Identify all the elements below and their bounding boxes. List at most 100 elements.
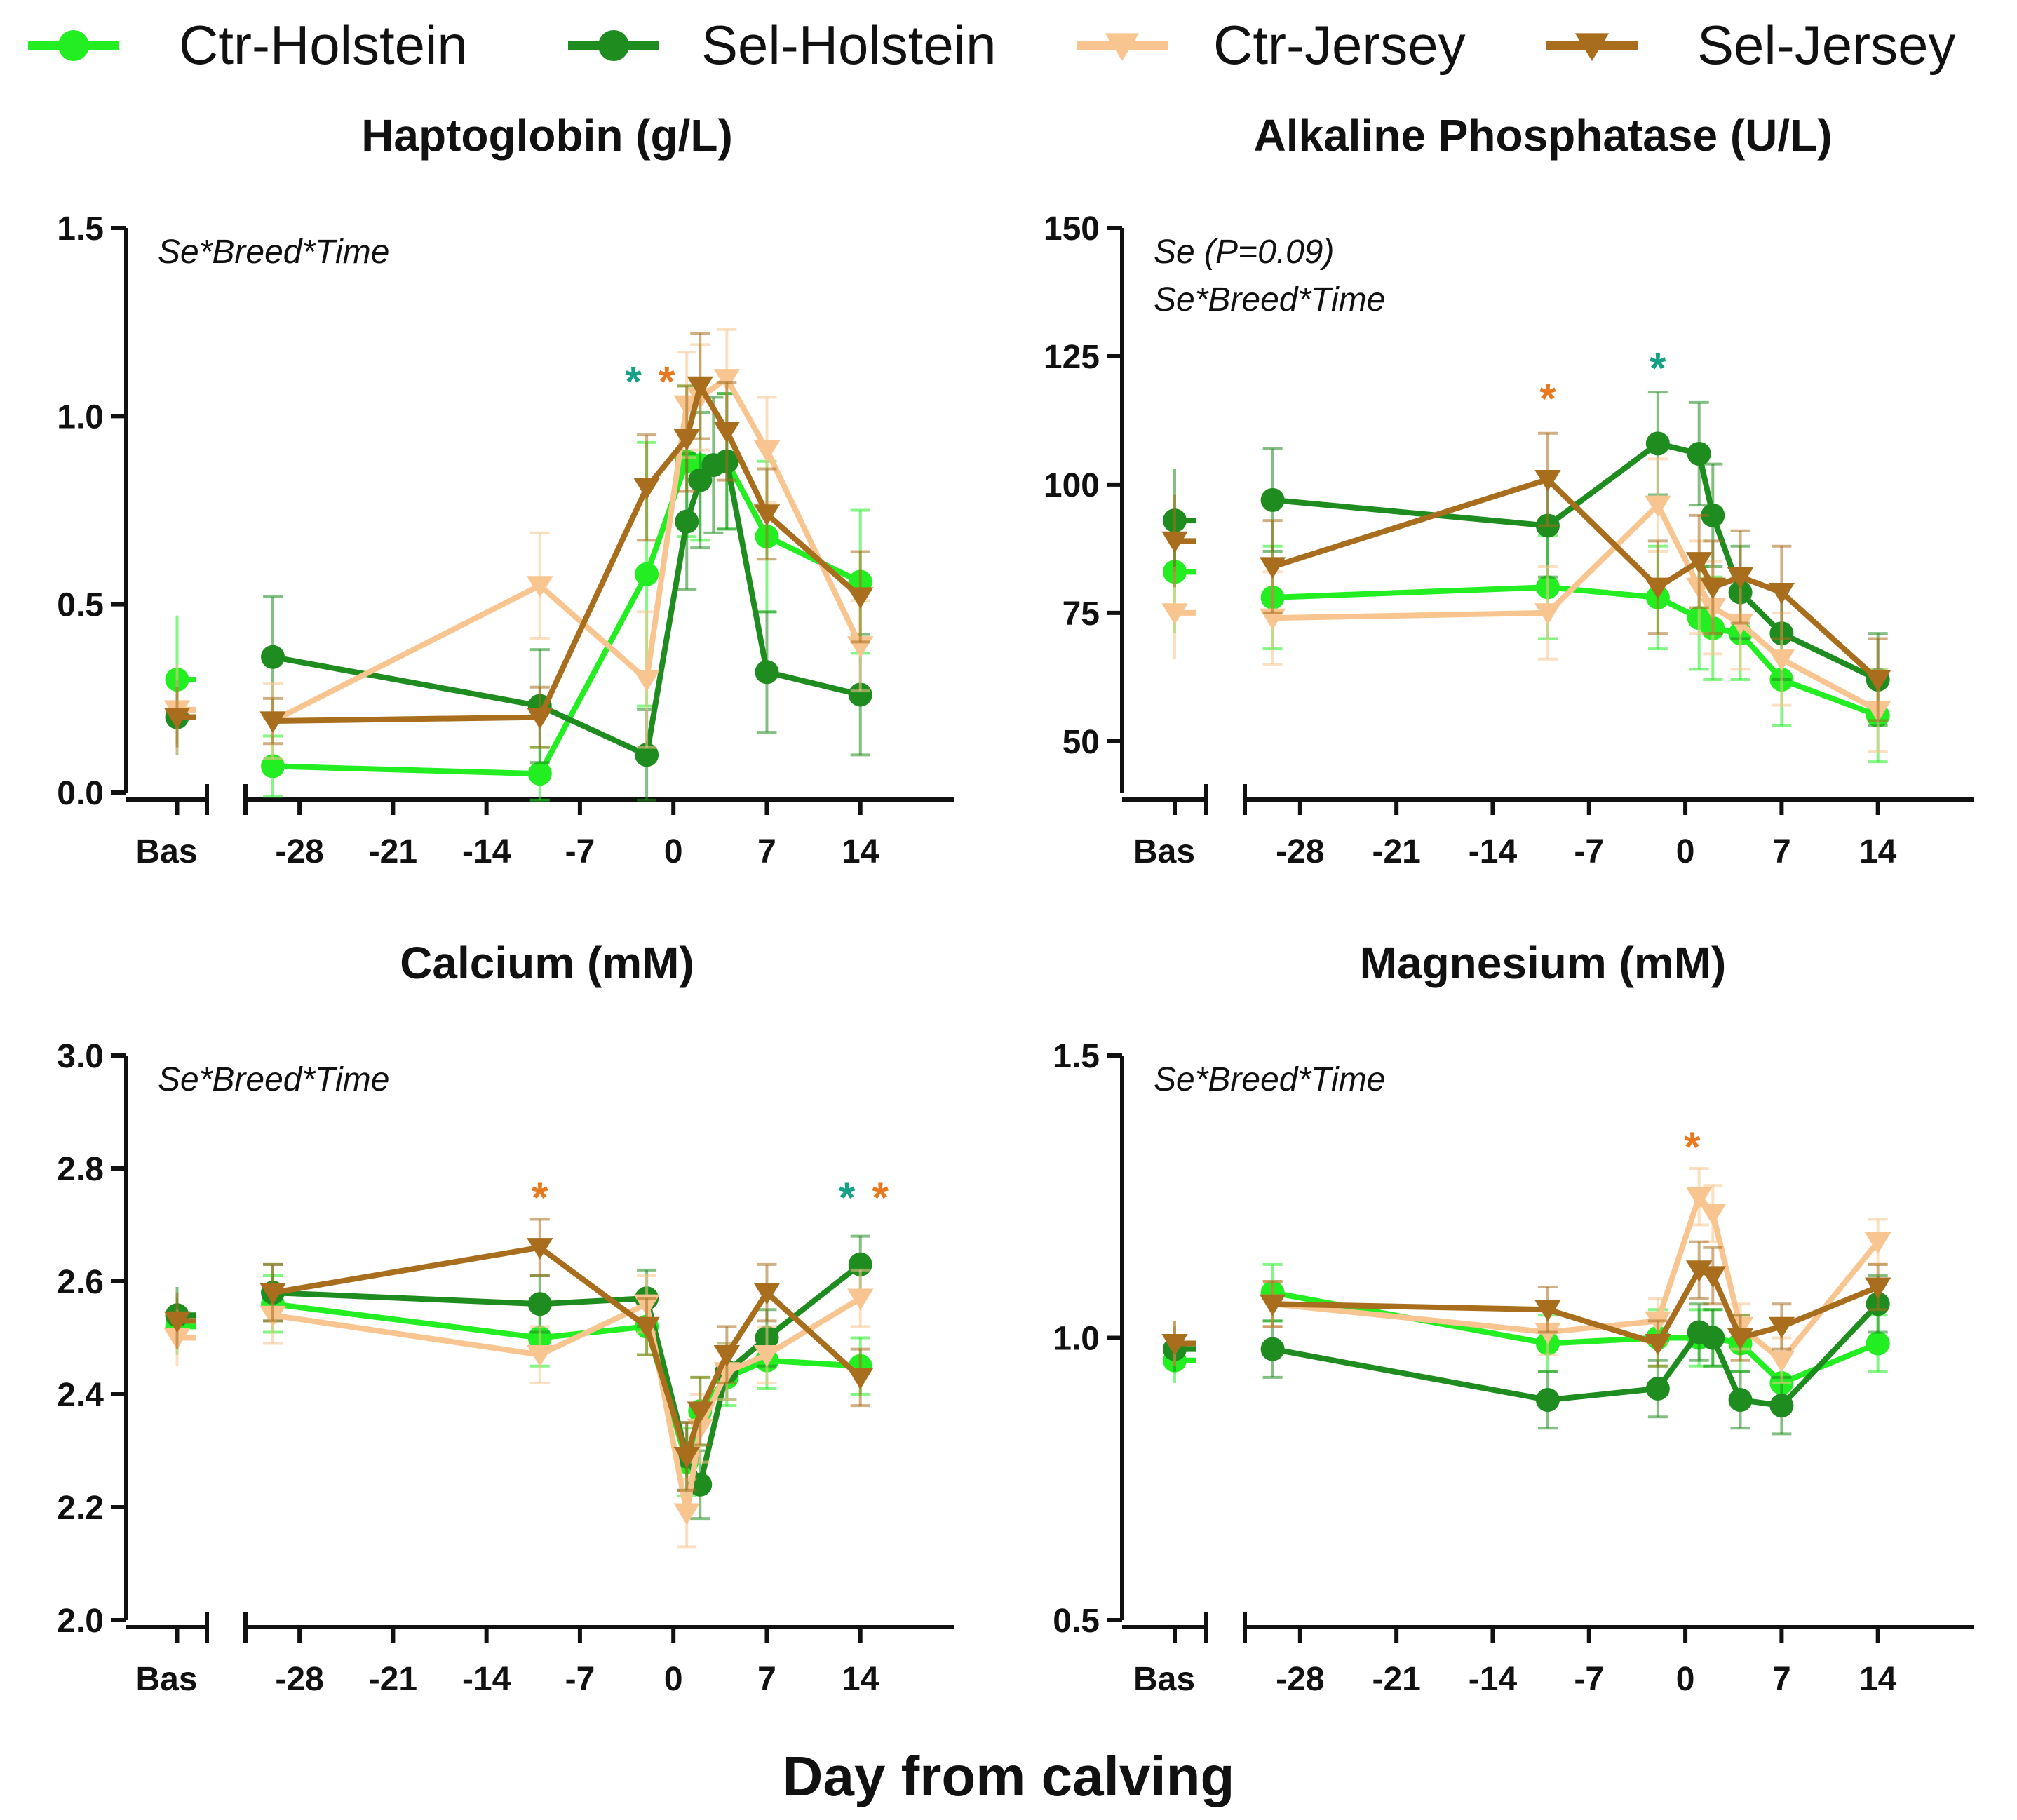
series-sel-jersey <box>1161 1240 1891 1368</box>
data-point <box>1768 649 1795 671</box>
data-point <box>527 1345 553 1367</box>
y-tick-label: 2.0 <box>57 1603 104 1640</box>
data-point <box>1687 442 1711 466</box>
data-point-baseline <box>1161 531 1188 553</box>
data-point <box>847 1288 874 1311</box>
data-point <box>673 1446 700 1469</box>
data-point <box>633 1316 660 1339</box>
data-point <box>1535 1388 1560 1413</box>
significance-star-jersey: * <box>872 1174 889 1221</box>
data-point <box>1259 557 1286 579</box>
data-point <box>261 645 285 669</box>
data-point <box>527 576 553 598</box>
x-tick-label-baseline: Bas <box>1133 833 1195 870</box>
panel-magnesium: Magnesium (mM) 0.5 1.0 1.5 Bas -28 -21 -14 -7 0 7 1… <box>1053 938 1974 1698</box>
x-tick-label: 14 <box>842 1661 879 1698</box>
x-tick-label: -28 <box>1276 1661 1324 1698</box>
data-point <box>1645 495 1671 518</box>
panel-title: Alkaline Phosphatase (U/L) <box>1253 110 1832 161</box>
legend-item-sel-jersey: Sel-Jersey <box>1546 14 1955 76</box>
data-point <box>673 1503 700 1525</box>
stat-note: Se*Breed*Time <box>1154 1061 1385 1098</box>
x-tick-label: -7 <box>565 833 595 870</box>
x-tick-label-baseline: Bas <box>1133 1661 1195 1698</box>
series-sel-jersey <box>163 1218 874 1492</box>
panel-haptoglobin: Haptoglobin (g/L) 0.0 0.5 1.0 1.5 Bas -28 -21 -1… <box>57 110 954 870</box>
data-point-baseline <box>163 1311 191 1333</box>
data-point-baseline <box>1161 603 1188 625</box>
stat-note: Se*Breed*Time <box>1154 281 1385 318</box>
data-point <box>675 509 699 534</box>
series-sel-jersey <box>163 332 874 749</box>
stat-note: Se*Breed*Time <box>158 1061 389 1098</box>
data-point <box>687 376 713 398</box>
legend-marker <box>1105 33 1140 61</box>
x-tick-label: 14 <box>1859 833 1897 870</box>
data-point <box>753 1283 781 1305</box>
legend-item-ctr-holstein: Ctr-Holstein <box>28 14 468 76</box>
data-point <box>1259 1294 1286 1316</box>
data-point <box>1260 487 1285 512</box>
data-point <box>1645 1333 1671 1356</box>
y-tick-label: 1.5 <box>1053 1038 1100 1075</box>
legend: Ctr-Holstein Sel-Holstein Ctr-Jersey Sel-Je… <box>28 14 1955 76</box>
data-point <box>259 1283 286 1305</box>
y-tick-label: 0.0 <box>57 775 104 812</box>
x-tick-label: -21 <box>1372 833 1420 870</box>
data-point <box>1701 503 1725 527</box>
y-tick-label: 1.0 <box>1053 1321 1100 1358</box>
data-point <box>1685 1187 1713 1209</box>
x-tick-label: -7 <box>1574 1661 1604 1698</box>
y-tick-label: 0.5 <box>57 587 104 624</box>
series-sel-holstein <box>165 392 872 802</box>
series-line <box>272 383 863 724</box>
panel-calcium: Calcium (mM) 2.0 2.2 2.4 2.6 2.8 3.0 Bas -28 -21 -… <box>57 938 954 1698</box>
stat-note: Se (P=0.09) <box>1154 234 1334 271</box>
data-point <box>635 743 659 767</box>
series-line <box>1272 1194 1880 1363</box>
series-line <box>272 1295 862 1516</box>
data-point <box>635 562 659 586</box>
x-tick-label: -7 <box>1574 833 1604 870</box>
significance-star-holstein: * <box>839 1174 856 1221</box>
series-sel-jersey <box>1161 431 1891 722</box>
significance-star-jersey: * <box>1539 375 1556 422</box>
data-point <box>1727 1328 1754 1350</box>
stat-note: Se*Breed*Time <box>158 234 389 271</box>
data-point <box>753 440 781 462</box>
x-tick-label: -7 <box>565 1661 595 1698</box>
data-point <box>1645 431 1670 456</box>
data-point <box>1260 1337 1285 1361</box>
data-point <box>1864 1277 1891 1300</box>
panel-title: Magnesium (mM) <box>1360 938 1727 988</box>
data-point <box>1728 1388 1753 1413</box>
x-tick-label: 0 <box>1676 833 1695 870</box>
x-tick-label: 0 <box>1676 1661 1695 1698</box>
data-point-baseline <box>163 708 191 729</box>
legend-label: Sel-Jersey <box>1697 14 1955 76</box>
y-tick-label: 1.5 <box>57 210 104 248</box>
legend-item-ctr-jersey: Ctr-Jersey <box>1077 14 1466 76</box>
data-point <box>1534 1300 1561 1322</box>
data-point <box>713 369 741 391</box>
legend-marker <box>598 30 629 61</box>
data-point <box>713 1345 741 1367</box>
data-point <box>847 1368 874 1389</box>
x-tick-label: 7 <box>757 833 776 870</box>
x-tick-label: 7 <box>757 1661 776 1698</box>
data-point <box>1866 1331 1890 1356</box>
data-point <box>673 429 700 451</box>
x-tick-label: -14 <box>1469 1661 1518 1698</box>
y-tick-label: 100 <box>1044 467 1100 504</box>
x-tick-label-baseline: Bas <box>135 1661 197 1698</box>
significance-star-holstein: * <box>1650 344 1666 391</box>
x-tick-label: -28 <box>275 1661 323 1698</box>
x-tick-label: 14 <box>1859 1661 1897 1698</box>
data-point <box>1768 1351 1795 1373</box>
series-line <box>1272 1267 1880 1347</box>
data-point <box>1699 1266 1727 1288</box>
data-point <box>687 1401 713 1424</box>
x-tick-label: -28 <box>1276 833 1324 870</box>
x-tick-label-baseline: Bas <box>135 833 197 870</box>
x-axis-title: Day from calving <box>783 1745 1235 1807</box>
